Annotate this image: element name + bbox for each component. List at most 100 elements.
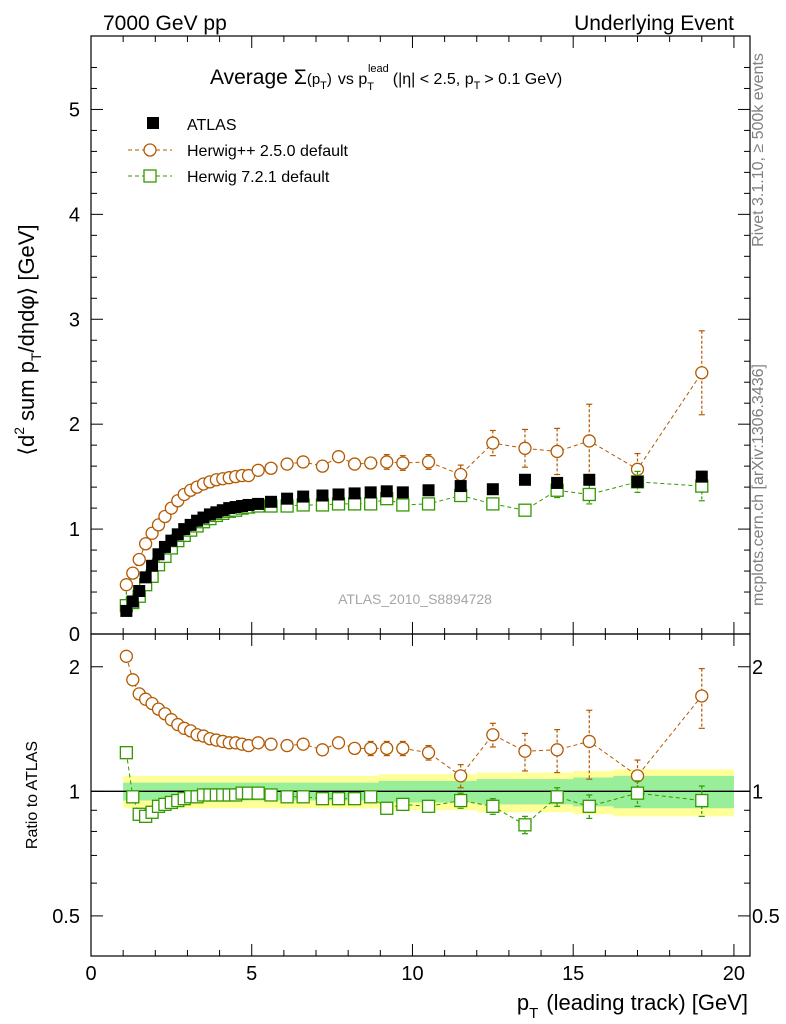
ratio-herwig7-point [251, 786, 265, 800]
herwigpp-point [315, 459, 330, 473]
atlas-point [348, 487, 361, 500]
ratio-herwig7-point [550, 790, 564, 804]
y-tick-label: 5 [69, 99, 80, 121]
atlas-point [252, 497, 265, 510]
legend-herwig7-marker [143, 169, 157, 183]
ratio-herwigpp-point [695, 689, 709, 703]
atlas-point [518, 473, 531, 486]
x-tick-label: 10 [401, 963, 423, 985]
herwigpp-point [550, 444, 564, 459]
ratio-herwigpp-point [454, 769, 468, 783]
y-tick-label: 4 [69, 204, 80, 226]
y-axis-label: ⟨d2sum pT/dηdφ⟩ [GeV] [11, 224, 44, 455]
y-tick-label: 0 [69, 624, 80, 646]
atlas-point [223, 502, 236, 515]
atlas-point [422, 484, 435, 497]
ratio-herwig7-point [126, 790, 140, 804]
ratio-bands [91, 769, 750, 817]
herwigpp-point [251, 463, 265, 477]
ratio-herwigpp-point [331, 736, 346, 750]
atlas-point [332, 488, 345, 501]
ratio-herwigpp-point [550, 743, 564, 757]
ratio-herwigpp-point [364, 741, 378, 756]
ratio-herwigpp-point [582, 734, 596, 749]
ratio-herwigpp-point [264, 737, 278, 751]
ratio-y-tick-label: 0.5 [52, 906, 80, 928]
herwigpp-point [518, 441, 532, 455]
ratio-herwig7-point [315, 792, 330, 806]
atlas-point [139, 571, 152, 584]
rivet-label: Rivet 3.1.10, ≥ 500k events [750, 53, 767, 247]
ratio-herwig7-point [380, 801, 394, 815]
atlas-point [695, 470, 708, 483]
herwigpp-point [582, 434, 596, 448]
herwig7-point [364, 497, 378, 511]
ratio-herwigpp-point [251, 736, 265, 750]
y-tick-label: 2 [69, 414, 80, 436]
ratio-herwig7-point [364, 790, 378, 804]
atlas-point [364, 486, 377, 499]
herwigpp-point [396, 456, 410, 470]
atlas-point [281, 492, 294, 505]
herwig7-point [486, 497, 500, 511]
ratio-y-tick-label-right: 0.5 [752, 906, 780, 928]
atlas-point [133, 584, 146, 597]
herwigpp-point [347, 457, 362, 471]
axes: 0 5 10 15 20 0 1 2 3 4 5 0.5 0.5 1 1 2 2 [52, 36, 780, 985]
atlas-point [396, 486, 409, 499]
y-tick-label: 3 [69, 309, 80, 331]
legend-atlas-marker [147, 117, 159, 129]
atlas-point [583, 473, 596, 486]
atlas-point [297, 490, 310, 503]
legend: ATLAS Herwig++ 2.5.0 default Herwig 7.2.… [128, 117, 349, 186]
atlas-point [265, 495, 278, 508]
legend-herwigpp-label: Herwig++ 2.5.0 default [187, 143, 349, 160]
herwig7-point [421, 497, 436, 511]
main-panel-data [119, 330, 709, 617]
x-axis-label: pT (leading track) [GeV] [517, 990, 748, 1022]
atlas-point [126, 595, 139, 608]
herwigpp-point [296, 455, 310, 469]
atlas-point [631, 475, 644, 488]
ratio-herwig7-point [630, 786, 645, 800]
atlas-point [486, 483, 499, 496]
herwigpp-point [264, 461, 278, 475]
ratio-herwigpp-point [380, 741, 394, 756]
ratio-herwigpp-point [421, 746, 436, 760]
ratio-herwigpp-point [630, 769, 645, 783]
herwigpp-point [280, 457, 294, 471]
ratio-herwigpp-line [125, 656, 703, 777]
ratio-herwigpp-point [486, 728, 500, 742]
ratio-herwig7-point [454, 793, 468, 808]
herwigpp-point [454, 467, 468, 482]
ratio-panel-frame [90, 633, 751, 957]
ratio-herwig7-point [280, 790, 294, 804]
herwigpp-point [486, 436, 500, 450]
x-tick-label: 15 [562, 963, 584, 985]
atlas-point [146, 559, 159, 572]
atlas-point [454, 480, 467, 493]
ratio-herwigpp-point [119, 649, 134, 663]
atlas-point [551, 476, 564, 489]
ratio-herwig7-point [518, 818, 532, 832]
header-left: 7000 GeV pp [103, 12, 227, 35]
ratio-herwig7-point [331, 792, 346, 806]
legend-atlas-label: ATLAS [187, 117, 237, 134]
legend-herwigpp-marker [143, 143, 157, 157]
ratio-y-tick-label-right: 1 [752, 781, 763, 803]
herwigpp-point [364, 456, 378, 470]
ratio-herwig7-point [695, 793, 709, 808]
ratio-herwig7-point [421, 799, 436, 813]
analysis-watermark: ATLAS_2010_S8894728 [338, 591, 492, 607]
herwigpp-point [119, 578, 134, 592]
herwig7-point [396, 498, 410, 512]
atlas-point [216, 504, 229, 517]
ratio-herwigpp-point [396, 741, 410, 756]
herwigpp-point [421, 455, 436, 469]
header-right: Underlying Event [574, 12, 734, 35]
ratio-herwig7-point [264, 788, 278, 802]
ratio-panel-data [119, 649, 709, 835]
x-tick-label: 0 [85, 963, 96, 985]
ratio-y-axis-label: Ratio to ATLAS [24, 741, 41, 849]
